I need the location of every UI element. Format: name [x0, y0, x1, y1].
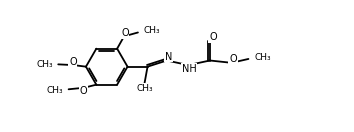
Text: O: O: [69, 57, 77, 67]
Text: CH₃: CH₃: [143, 26, 160, 36]
Text: NH: NH: [182, 64, 196, 74]
Text: N: N: [165, 52, 172, 62]
Text: O: O: [209, 32, 217, 42]
Text: O: O: [121, 28, 129, 38]
Text: CH₃: CH₃: [47, 86, 63, 95]
Text: CH₃: CH₃: [255, 53, 271, 62]
Text: O: O: [229, 54, 237, 64]
Text: CH₃: CH₃: [36, 60, 53, 69]
Text: CH₃: CH₃: [136, 84, 153, 93]
Text: O: O: [79, 86, 87, 96]
